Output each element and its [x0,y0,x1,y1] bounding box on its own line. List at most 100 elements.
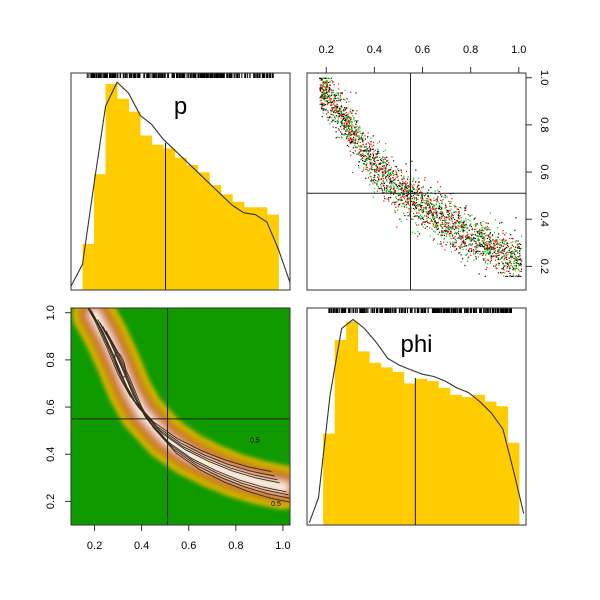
scatter-point [332,81,334,84]
scatter-point [336,111,338,113]
scatter-point [347,114,349,116]
scatter-point [511,275,513,277]
scatter-point [386,179,388,181]
scatter-point [361,153,363,155]
scatter-point [391,171,393,173]
scatter-point [400,197,402,199]
scatter-point [512,273,514,275]
scatter-point [440,234,443,236]
scatter-point [420,197,422,199]
scatter-point [400,184,402,186]
scatter-point [346,114,348,116]
scatter-point [322,77,324,79]
scatter-point [427,191,429,193]
scatter-point [435,227,437,229]
scatter-point [362,141,364,143]
scatter-point [466,227,468,229]
scatter-point [462,239,464,241]
scatter-point [448,231,450,233]
scatter-point [440,241,442,243]
scatter-point [365,165,367,167]
histogram-bar [151,144,164,290]
scatter-point [511,244,513,246]
scatter-point [477,232,479,234]
scatter-point [502,268,504,270]
scatter-point [346,122,348,125]
scatter-point [436,198,438,201]
scatter-point [509,248,511,250]
scatter-point [345,109,347,111]
scatter-point [366,153,368,156]
scatter-point [486,228,488,230]
scatter-point [441,223,443,225]
scatter-point [341,113,343,116]
scatter-point [512,269,514,271]
scatter-point [489,229,491,231]
scatter-point [487,249,489,251]
scatter-point [415,197,418,199]
scatter-point [359,125,361,128]
scatter-point [332,110,334,113]
scatter-point [349,129,351,131]
scatter-point [388,191,390,193]
scatter-point [374,181,376,183]
scatter-point [512,275,514,277]
scatter-point [519,259,521,261]
scatter-point [380,167,382,169]
scatter-point [439,234,442,236]
scatter-point [391,203,393,205]
scatter-point [343,117,345,119]
scatter-point [517,259,519,262]
scatter-point [380,186,383,188]
scatter-point [336,107,338,109]
scatter-point [436,215,438,217]
scatter-point [411,160,413,162]
scatter-point [492,234,494,236]
scatter-point [432,207,434,209]
scatter-point [360,150,362,152]
scatter-point [497,257,499,259]
scatter-point [337,118,339,120]
scatter-point [470,248,472,250]
scatter-point [512,266,514,268]
scatter-point [325,83,327,85]
scatter-point [437,207,439,210]
scatter-point [323,103,325,105]
scatter-point [404,182,406,185]
scatter-point [331,90,333,92]
scatter-point [421,199,423,201]
scatter-point [400,198,402,200]
scatter-point [433,220,435,222]
scatter-point [325,113,327,115]
scatter-point [445,205,447,207]
scatter-point [350,138,352,140]
scatter-point [394,173,396,176]
scatter-point [412,204,414,206]
scatter-point [458,245,460,248]
histogram-bar [334,339,347,525]
scatter-point [501,267,503,269]
scatter-point [486,240,488,243]
x-tick-label-bottom: 0.4 [134,540,149,552]
scatter-point [441,208,443,210]
scatter-point [351,129,353,131]
scatter-point [424,207,426,210]
scatter-point [459,245,461,247]
scatter-point [495,243,497,245]
scatter-point [387,199,390,201]
scatter-point [488,247,490,249]
scatter-point [505,239,507,241]
scatter-point [499,258,501,260]
scatter-point [449,235,451,237]
scatter-point [389,174,391,176]
scatter-point [435,212,438,214]
scatter-point [398,185,400,187]
scatter-point [483,259,485,261]
scatter-point [383,167,385,170]
scatter-point [510,253,512,255]
scatter-point [379,168,381,170]
scatter-point [450,226,452,228]
scatter-point [348,134,350,136]
scatter-point [364,135,366,137]
scatter-point [416,205,418,207]
